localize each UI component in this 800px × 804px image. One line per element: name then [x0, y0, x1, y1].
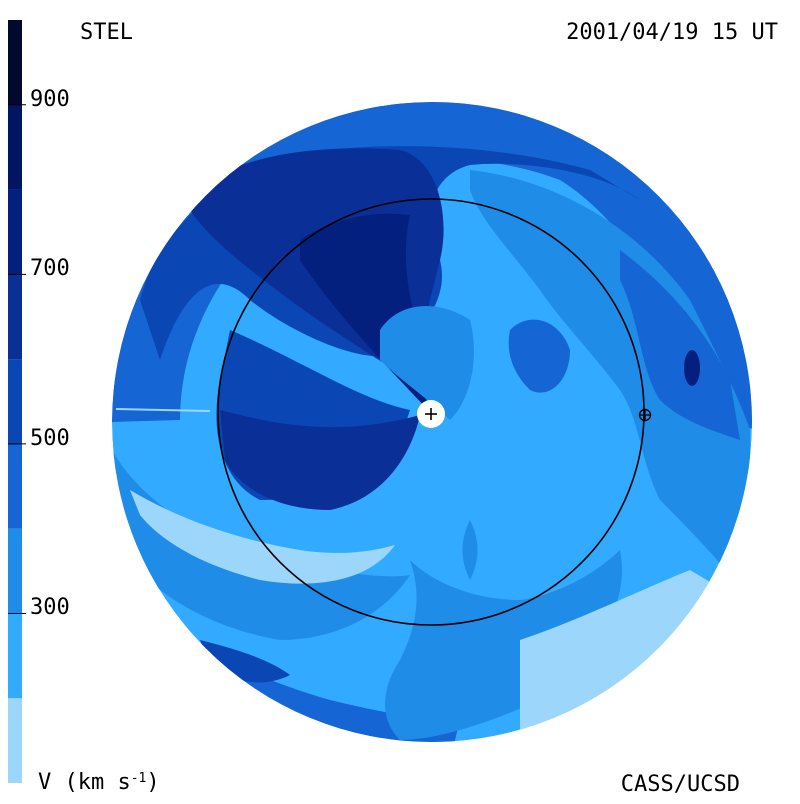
datetime-label: 2001/04/19 15 UT — [566, 20, 778, 45]
unit-prefix: V (km s — [38, 770, 131, 795]
region-small-streak — [462, 520, 478, 580]
colorbar-tick-label: 700 — [30, 256, 70, 282]
region-right-spot — [684, 350, 700, 386]
colorbar — [8, 20, 26, 783]
streak-line — [115, 408, 211, 412]
region-center-right — [508, 319, 570, 393]
colorbar-tick-label: 300 — [30, 595, 70, 621]
region-bottom-center — [385, 550, 622, 740]
colorbar-segment — [8, 698, 22, 783]
earth-icon — [638, 408, 652, 422]
credit-label: CASS/UCSD — [620, 772, 740, 797]
colorbar-unit-label: V (km s-1) — [38, 772, 160, 794]
source-label: STEL — [80, 20, 133, 45]
colorbar-segment — [8, 274, 22, 360]
region-right-band — [470, 170, 750, 600]
colorbar-segment — [8, 104, 22, 190]
colorbar-segment — [8, 359, 22, 444]
unit-exponent: -1 — [130, 771, 147, 786]
colorbar-segment — [8, 20, 22, 105]
region-dark-lower — [220, 410, 420, 510]
unit-suffix: ) — [146, 770, 160, 795]
region-center-ring — [380, 306, 474, 420]
colorbar-segment — [8, 443, 22, 529]
colorbar-segment — [8, 613, 22, 699]
earth-orbit — [217, 198, 645, 626]
region-light-streak — [130, 490, 395, 584]
region-right-dark — [620, 250, 740, 440]
colorbar-segment — [8, 189, 22, 275]
colorbar-segment — [8, 528, 22, 614]
sun-marker — [417, 400, 445, 428]
velocity-disk — [112, 102, 752, 742]
colorbar-tick-label: 500 — [30, 425, 70, 451]
region-lower-band — [112, 450, 410, 640]
colorbar-tick-label: 900 — [30, 86, 70, 112]
